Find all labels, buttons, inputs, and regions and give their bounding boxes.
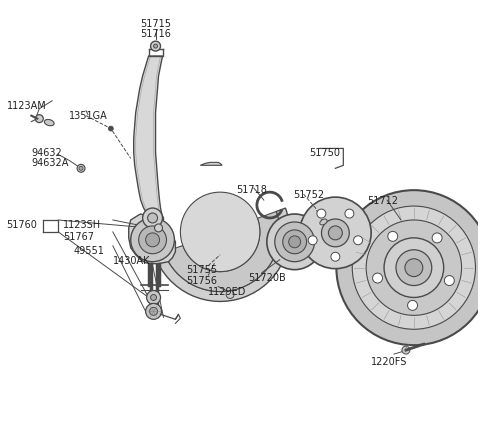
- Circle shape: [79, 166, 83, 170]
- Circle shape: [432, 233, 442, 243]
- Circle shape: [354, 236, 362, 245]
- Ellipse shape: [320, 219, 327, 225]
- Wedge shape: [164, 212, 280, 292]
- Text: 51755: 51755: [186, 265, 217, 275]
- Polygon shape: [134, 56, 164, 220]
- Circle shape: [308, 236, 317, 245]
- Text: 51760: 51760: [7, 220, 37, 230]
- Circle shape: [180, 192, 260, 272]
- Circle shape: [328, 226, 342, 240]
- Text: 51750: 51750: [310, 148, 340, 158]
- Circle shape: [226, 291, 234, 298]
- Text: 51767: 51767: [63, 232, 94, 242]
- Circle shape: [155, 224, 163, 232]
- Circle shape: [150, 307, 157, 315]
- Circle shape: [366, 220, 462, 315]
- Text: 1220FS: 1220FS: [371, 357, 408, 367]
- Circle shape: [131, 218, 174, 262]
- Text: 1430AK: 1430AK: [113, 256, 150, 266]
- Circle shape: [283, 230, 307, 254]
- Text: 49551: 49551: [73, 246, 104, 256]
- Text: 1351GA: 1351GA: [69, 111, 108, 121]
- Text: 51756: 51756: [186, 276, 217, 286]
- Circle shape: [145, 233, 159, 247]
- Circle shape: [396, 250, 432, 286]
- Circle shape: [405, 259, 423, 276]
- Circle shape: [388, 231, 398, 241]
- Text: 94632: 94632: [31, 148, 62, 158]
- Text: 94632A: 94632A: [31, 158, 69, 169]
- Circle shape: [331, 252, 340, 261]
- Text: 1123AM: 1123AM: [7, 101, 46, 111]
- Circle shape: [372, 273, 383, 283]
- Text: 1129ED: 1129ED: [208, 286, 247, 297]
- Circle shape: [151, 41, 160, 51]
- Circle shape: [151, 295, 156, 301]
- Ellipse shape: [413, 190, 427, 345]
- Text: 51716: 51716: [140, 29, 171, 39]
- Circle shape: [300, 197, 371, 269]
- Circle shape: [146, 291, 160, 304]
- Circle shape: [139, 226, 167, 254]
- Circle shape: [108, 126, 113, 131]
- Text: 51752: 51752: [294, 190, 325, 200]
- Wedge shape: [155, 208, 289, 301]
- Circle shape: [36, 115, 43, 123]
- Circle shape: [143, 208, 163, 228]
- Circle shape: [317, 209, 326, 218]
- Text: 51720B: 51720B: [248, 273, 286, 283]
- Circle shape: [148, 213, 157, 223]
- Circle shape: [154, 44, 157, 48]
- Circle shape: [384, 238, 444, 298]
- Polygon shape: [129, 214, 175, 264]
- Circle shape: [402, 346, 410, 354]
- Circle shape: [288, 236, 300, 248]
- Circle shape: [444, 276, 454, 286]
- Circle shape: [345, 209, 354, 218]
- Polygon shape: [200, 163, 222, 165]
- Circle shape: [336, 190, 480, 345]
- Circle shape: [145, 304, 161, 319]
- Ellipse shape: [44, 120, 54, 126]
- Circle shape: [77, 164, 85, 172]
- Text: 51715: 51715: [140, 19, 171, 29]
- Circle shape: [275, 222, 314, 262]
- Circle shape: [352, 206, 476, 329]
- Text: 1123SH: 1123SH: [63, 220, 101, 230]
- Circle shape: [267, 214, 323, 270]
- Text: 51712: 51712: [367, 196, 398, 206]
- Circle shape: [408, 301, 418, 310]
- Circle shape: [322, 219, 349, 247]
- Text: 51718: 51718: [236, 185, 267, 195]
